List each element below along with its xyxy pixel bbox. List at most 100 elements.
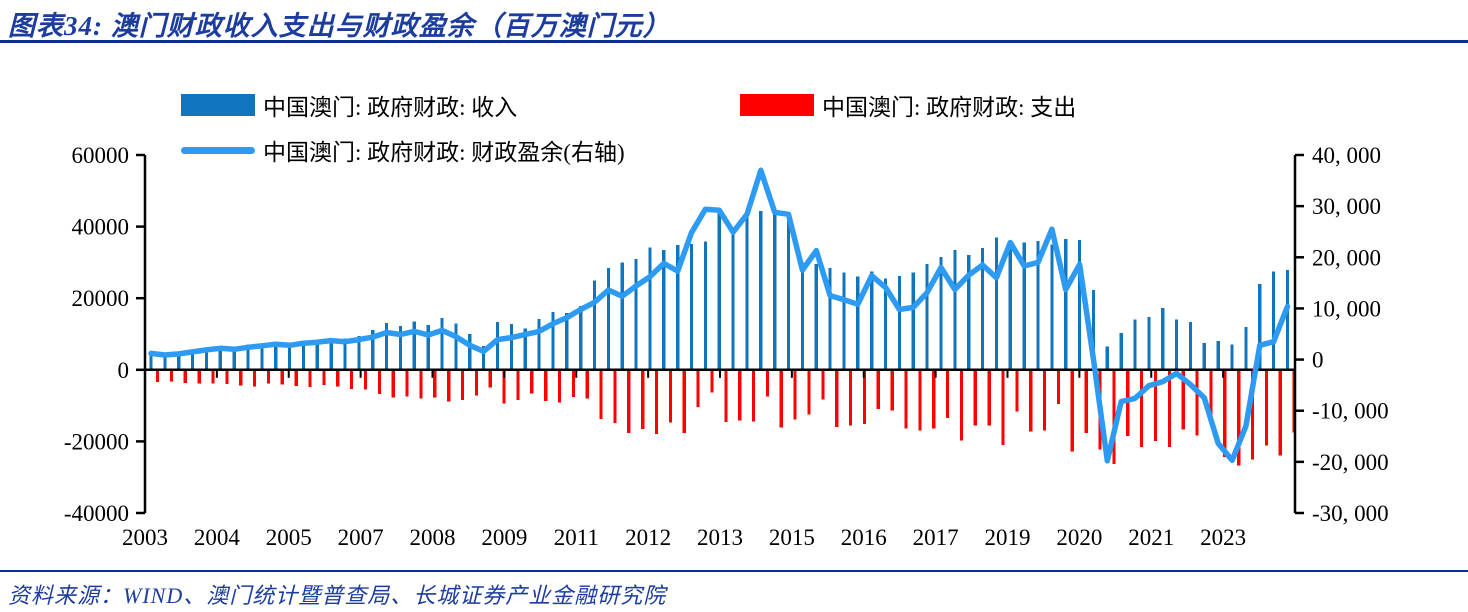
expenditure-bar — [1056, 369, 1061, 404]
expenditure-bar — [765, 369, 769, 397]
revenue-bar — [523, 328, 527, 370]
revenue-bar — [232, 346, 236, 370]
right-axis-label: 10, 000 — [1312, 296, 1381, 321]
revenue-bar — [745, 216, 749, 370]
expenditure-bar — [557, 369, 562, 403]
x-axis-label: 2005 — [266, 525, 312, 550]
expenditure-bar — [1237, 369, 1241, 466]
right-axis-label: 0 — [1312, 348, 1324, 373]
revenue-bar — [163, 354, 167, 370]
revenue-bar — [426, 325, 430, 370]
revenue-bar — [1022, 242, 1026, 370]
left-axis-label: -20000 — [64, 429, 129, 454]
left-axis-label: -40000 — [64, 501, 129, 526]
legend-label-revenue: 中国澳门: 政府财政: 收入 — [263, 95, 518, 120]
revenue-bar — [884, 278, 888, 370]
revenue-bar — [329, 339, 333, 370]
expenditure-bar — [821, 369, 825, 400]
expenditure-bar — [419, 369, 423, 399]
revenue-bar — [828, 267, 832, 370]
legend-label-expenditure: 中国澳门: 政府财政: 支出 — [822, 95, 1077, 120]
revenue-bar — [703, 241, 707, 370]
revenue-bar — [1147, 316, 1151, 370]
left-axis-label: 60000 — [72, 143, 130, 168]
expenditure-bar — [1140, 369, 1144, 448]
expenditure-bar — [391, 369, 395, 398]
expenditure-bar — [613, 369, 617, 424]
expenditure-bar — [377, 369, 381, 394]
revenue-bar — [1133, 319, 1137, 370]
x-axis-label: 2007 — [338, 525, 384, 550]
expenditure-bar — [530, 369, 534, 394]
revenue-bar — [592, 280, 597, 370]
expenditure-bar — [1043, 369, 1047, 431]
x-axis-label: 2017 — [913, 525, 959, 550]
expenditure-bar — [156, 369, 160, 382]
expenditure-bar — [1250, 369, 1255, 460]
revenue-bar — [385, 322, 389, 370]
expenditure-bar — [849, 369, 853, 426]
revenue-bar — [717, 213, 721, 370]
x-axis-label: 2019 — [985, 525, 1031, 550]
revenue-bar — [689, 243, 694, 370]
expenditure-swatch-icon — [740, 94, 814, 116]
expenditure-bar — [433, 369, 437, 398]
chart-canvas: 60000 40000 20000 0 -20000 -40000 40, 000 30, 0… — [64, 143, 1389, 550]
expenditure-bar — [1126, 369, 1130, 436]
expenditure-bar — [959, 369, 964, 441]
expenditure-bar — [1195, 369, 1199, 436]
expenditure-bar — [904, 369, 908, 429]
expenditure-bar — [544, 369, 548, 401]
revenue-bar — [204, 349, 208, 370]
revenue-bar — [412, 321, 416, 370]
expenditure-bar — [752, 369, 756, 422]
expenditure-bar — [516, 369, 520, 401]
expenditure-bar — [710, 369, 714, 393]
right-axis-label: 30, 000 — [1312, 194, 1381, 219]
expenditure-bar — [696, 369, 700, 407]
expenditure-bar — [336, 369, 340, 387]
revenue-bar — [1050, 244, 1054, 370]
expenditure-bar — [793, 369, 797, 420]
revenue-bar — [939, 257, 943, 370]
expenditure-bar — [350, 369, 354, 389]
legend-item-revenue: 中国澳门: 政府财政: 收入 — [181, 88, 517, 122]
expenditure-bars — [156, 369, 1296, 466]
expenditure-bar — [253, 369, 257, 387]
expenditure-bar — [585, 369, 589, 399]
expenditure-bar — [738, 369, 742, 421]
figure-title: 图表34: 澳门财政收入支出与财政盈余（百万澳门元） — [8, 11, 671, 41]
right-axis-label: -30, 000 — [1312, 501, 1389, 526]
expenditure-bar — [1223, 369, 1227, 458]
right-axis-label: 40, 000 — [1312, 143, 1381, 168]
revenue-bar — [1008, 246, 1012, 370]
revenue-bar — [1078, 239, 1082, 370]
x-axis-label: 2004 — [194, 525, 241, 550]
revenue-bar — [1244, 326, 1248, 370]
revenue-bar — [676, 244, 680, 370]
revenue-bar — [537, 319, 541, 370]
x-axis-label: 2013 — [697, 525, 743, 550]
expenditure-bar — [1153, 369, 1158, 441]
expenditure-bar — [266, 369, 271, 384]
revenue-bar — [1175, 319, 1179, 370]
expenditure-bar — [987, 369, 991, 426]
revenue-bar — [662, 249, 666, 370]
expenditure-bar — [932, 369, 936, 429]
x-axis-label: 2023 — [1200, 525, 1246, 550]
expenditure-bar — [1264, 369, 1268, 446]
revenue-bar — [800, 262, 804, 370]
expenditure-bar — [779, 369, 783, 428]
expenditure-bar — [225, 369, 229, 384]
revenue-bar — [149, 353, 153, 370]
revenue-bar — [773, 209, 777, 370]
title-divider — [0, 40, 1468, 43]
revenue-bar — [1064, 239, 1068, 370]
revenue-bar — [315, 342, 319, 370]
expenditure-bar — [973, 369, 977, 426]
legend-item-surplus: 中国澳门: 政府财政: 财政盈余(右轴) — [181, 133, 625, 167]
expenditure-bar — [599, 369, 603, 420]
revenue-bar — [897, 276, 901, 370]
expenditure-bar — [488, 369, 492, 388]
